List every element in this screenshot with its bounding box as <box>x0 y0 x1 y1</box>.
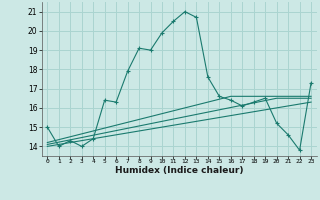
X-axis label: Humidex (Indice chaleur): Humidex (Indice chaleur) <box>115 166 244 175</box>
